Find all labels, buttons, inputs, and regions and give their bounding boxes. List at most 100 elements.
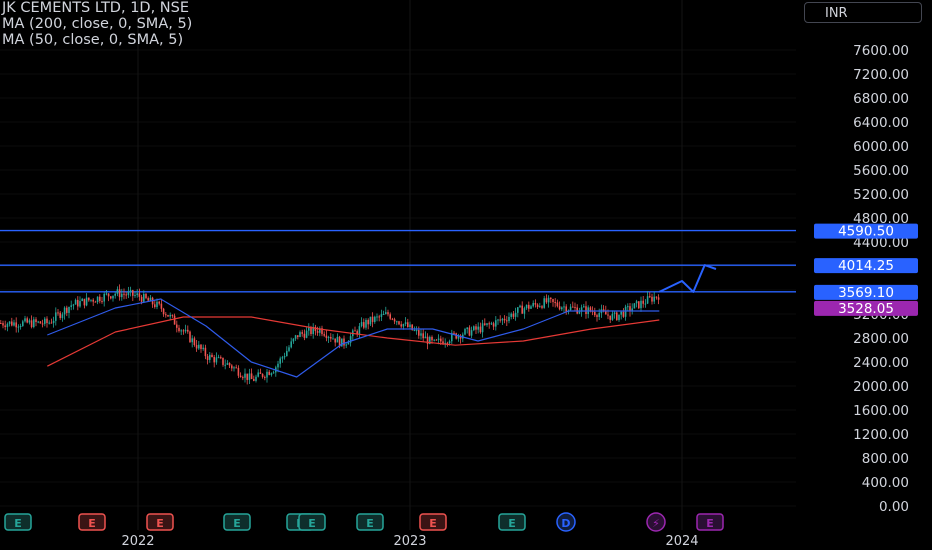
price-tick-label: 2800.00 (853, 331, 909, 347)
candle-body (292, 338, 295, 342)
candle-body (2, 323, 4, 326)
candle-body (19, 325, 22, 327)
candle-body (380, 314, 383, 317)
candle-body (143, 293, 145, 302)
candle-body (101, 301, 103, 303)
candle-body (563, 306, 565, 308)
price-tick-label: 1200.00 (853, 427, 909, 443)
candle-body (8, 321, 11, 324)
projection-line (658, 264, 717, 293)
candle-body (244, 373, 246, 378)
candle-body (440, 338, 442, 342)
candle-body (602, 309, 605, 312)
candle-body (431, 336, 433, 341)
time-axis: 2022 2023 2024 (121, 534, 698, 549)
price-label-text: 3569.10 (838, 285, 894, 301)
candle-body (4, 325, 6, 328)
chart-grid (0, 0, 796, 530)
event-marker (298, 513, 326, 531)
event-marker (4, 513, 32, 531)
candle-body (79, 301, 81, 307)
candle-body (182, 330, 185, 332)
candle-body (534, 303, 537, 305)
candle-body (453, 332, 455, 334)
currency-button[interactable]: INR (804, 2, 922, 23)
candle-body (323, 334, 325, 336)
candle-body (6, 323, 9, 328)
candle-body (510, 313, 512, 317)
candle-body (360, 322, 363, 327)
candle-body (624, 306, 627, 317)
candle-body (173, 315, 176, 325)
candle-body (110, 296, 112, 299)
candle-body (61, 314, 64, 318)
candle-body (290, 341, 292, 348)
candle-body (217, 357, 220, 359)
event-marker-label: E (508, 517, 516, 530)
candle-body (334, 338, 336, 343)
candle-body (191, 338, 193, 343)
candle-body (519, 305, 521, 308)
candle-body (308, 327, 310, 331)
candle-body (442, 341, 444, 345)
candle-body (484, 323, 486, 325)
candle-body (627, 306, 629, 308)
candle-body (103, 293, 105, 302)
candle-body (85, 297, 88, 306)
price-tick-label: 6800.00 (853, 91, 909, 107)
candle-body (635, 301, 638, 304)
event-marker-label: E (706, 517, 714, 530)
candle-body (77, 299, 79, 307)
candle-body (642, 300, 644, 304)
candle-body (640, 300, 642, 309)
candle-body (297, 335, 299, 337)
candle-body (125, 294, 127, 296)
candle-body (226, 363, 229, 365)
candle-body (444, 342, 446, 345)
candle-body (81, 298, 83, 302)
candle-body (629, 306, 631, 312)
candle-body (475, 326, 477, 330)
candle-body (200, 344, 202, 350)
candle-body (114, 293, 116, 296)
price-label-text: 4014.25 (838, 258, 894, 274)
candle-body (246, 373, 248, 380)
candle-body (59, 312, 61, 318)
candle-body (616, 312, 618, 321)
event-marker (419, 513, 447, 531)
candle-body (512, 313, 515, 317)
candle-body (57, 312, 59, 314)
candle-body (167, 314, 169, 317)
candle-body (50, 322, 53, 324)
price-label-text: 4590.50 (838, 224, 894, 240)
candle-body (171, 314, 174, 316)
candle-body (305, 330, 308, 338)
candle-body (255, 376, 257, 381)
candle-body (30, 320, 33, 328)
candle-body (400, 324, 402, 327)
candle-body (123, 293, 125, 295)
candle-body (382, 314, 385, 316)
candle-body (468, 327, 471, 336)
price-tick-label: 4400.00 (853, 235, 909, 251)
event-marker (556, 512, 576, 532)
candle-body (11, 321, 13, 326)
candle-body (501, 318, 504, 321)
candle-body (594, 311, 596, 316)
candle-body (558, 306, 561, 310)
candle-body (319, 328, 321, 333)
symbol-title: JK CEMENTS LTD, 1D, NSE (2, 0, 190, 16)
price-tick-label: 4800.00 (853, 211, 909, 227)
candle-body (389, 314, 391, 319)
candle-body (257, 372, 259, 377)
candle-body (589, 307, 592, 312)
candle-body (596, 315, 598, 317)
candle-body (198, 344, 200, 349)
candle-body (294, 335, 297, 339)
candle-body (605, 311, 607, 315)
candle-body (55, 312, 57, 321)
candle-body (466, 327, 468, 330)
candle-body (46, 318, 48, 324)
